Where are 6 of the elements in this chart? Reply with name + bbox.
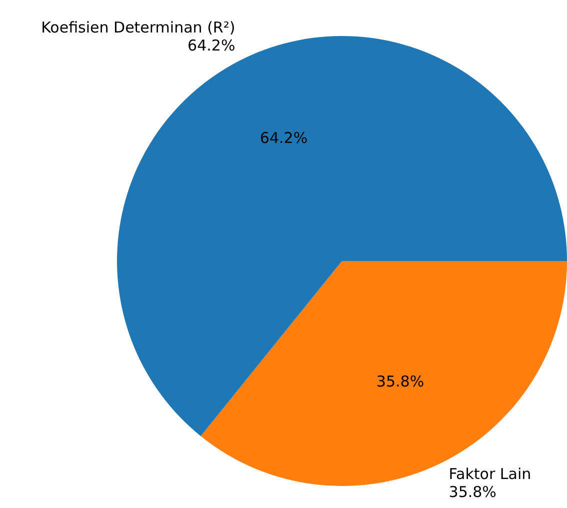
text: 35.8% xyxy=(448,483,496,502)
text: 64.2% xyxy=(188,36,236,55)
slice-label: Koefisien Determinan (R²) xyxy=(41,18,236,37)
data-label: 64.2% xyxy=(260,129,308,148)
slice-label: Faktor Lain xyxy=(448,465,532,484)
data-label: 35.8% xyxy=(376,372,424,391)
